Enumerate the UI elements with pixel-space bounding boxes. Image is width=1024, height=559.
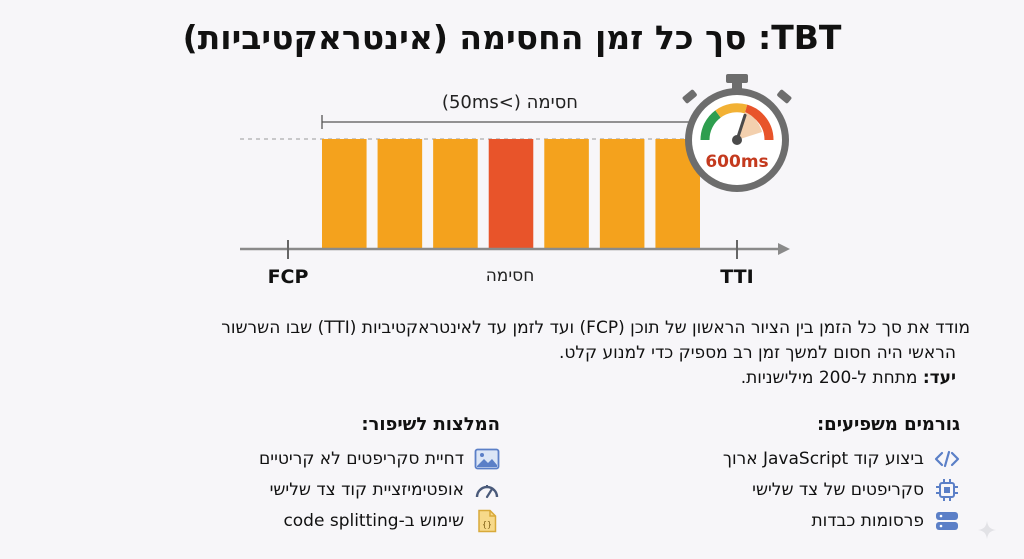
code-icon	[934, 448, 960, 470]
factor-item: פרסומות כבדות	[660, 505, 960, 536]
blocking-label: חסימה	[486, 266, 535, 286]
long-task-bar	[433, 139, 478, 249]
recommendations-section: המלצות לשיפור: דחיית סקריפטים לא קריטיים…	[215, 414, 500, 536]
goal-label: יעד:	[922, 368, 956, 388]
long-task-bar	[599, 139, 645, 249]
goal-line: יעד: מתחת ל-200 מילישניות.	[130, 366, 970, 391]
chip-icon	[934, 478, 960, 501]
description: מודד את סך כל הזמן בין הציור הראשון של ת…	[130, 316, 970, 391]
long-task-bar	[322, 139, 367, 249]
recommendation-item: דחיית סקריפטים לא קריטיים	[215, 443, 500, 474]
stopwatch-icon: 600ms	[682, 74, 792, 192]
file-code-icon: {}	[474, 509, 500, 532]
page-title: TBT: סך כל זמן החסימה (אינטראקטיביות)	[182, 18, 842, 57]
fcp-label: FCP	[268, 266, 309, 288]
long-task-bar	[377, 139, 423, 249]
factor-label: סקריפטים של צד שלישי	[752, 479, 924, 500]
recommendations-heading: המלצות לשיפור:	[361, 414, 500, 435]
factor-item: סקריפטים של צד שלישי	[660, 474, 960, 505]
recommendation-label: שימוש ב-code splitting	[283, 510, 464, 531]
description-line-2: הראשי היה חסום למשך זמן רב מספיק כדי למנ…	[558, 343, 956, 363]
factor-item: ביצוע קוד JavaScript ארוך	[660, 443, 960, 474]
gauge-icon	[474, 479, 500, 501]
tti-label: TTI	[720, 266, 753, 288]
recommendation-item: {} שימוש ב-code splitting	[215, 505, 500, 536]
blocking-bracket-label: חסימה (>50ms)	[442, 92, 578, 113]
svg-text:{}: {}	[482, 520, 492, 529]
goal-text: מתחת ל-200 מילישניות.	[740, 368, 923, 388]
long-task-bar-highlighted	[488, 139, 534, 249]
timeline-arrowhead	[778, 243, 790, 255]
sparkle-icon	[978, 521, 996, 539]
blocking-bars	[322, 139, 700, 249]
factor-label: ביצוע קוד JavaScript ארוך	[722, 448, 924, 469]
recommendation-label: אופטימיזציית קוד צד שלישי	[269, 479, 464, 500]
description-line-1: מודד את סך כל הזמן בין הציור הראשון של ת…	[221, 318, 970, 338]
factors-heading: גורמים משפיעים:	[816, 414, 960, 435]
image-icon	[474, 448, 500, 470]
tbt-diagram: חסימה (>50ms) FCP TTI חסימה 600ms	[240, 74, 792, 288]
stopwatch-value: 600ms	[705, 152, 768, 172]
factors-section: גורמים משפיעים: ביצוע קוד JavaScript ארו…	[660, 414, 960, 536]
recommendation-label: דחיית סקריפטים לא קריטיים	[259, 448, 464, 469]
factor-label: פרסומות כבדות	[811, 510, 924, 531]
server-icon	[934, 510, 960, 532]
recommendation-item: אופטימיזציית קוד צד שלישי	[215, 474, 500, 505]
long-task-bar	[544, 139, 589, 249]
